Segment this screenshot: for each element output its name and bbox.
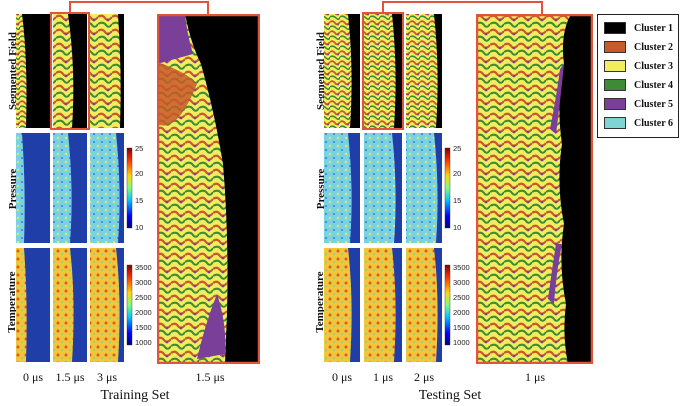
training-pressure-0us	[16, 133, 50, 243]
svg-text:3500: 3500	[135, 263, 152, 272]
testing-pressure-ticks: 25 20 15 10	[453, 144, 461, 232]
testing-temp-1us	[364, 248, 402, 362]
testing-zoom-time: 1 μs	[524, 370, 546, 384]
legend-label: Cluster 6	[634, 117, 673, 129]
legend-swatch	[604, 41, 626, 53]
training-zoom-time: 1.5 μs	[195, 370, 225, 384]
testing-temp-2us	[406, 248, 442, 362]
svg-text:2500: 2500	[453, 293, 470, 302]
testing-pressure-0us	[324, 133, 360, 243]
legend-swatch	[604, 79, 626, 91]
testing-temp-0us	[324, 248, 360, 362]
cluster-legend: Cluster 1 Cluster 2 Cluster 3 Cluster 4 …	[597, 14, 679, 138]
svg-text:1500: 1500	[135, 323, 152, 332]
svg-text:1000: 1000	[453, 338, 470, 347]
svg-text:10: 10	[135, 223, 143, 232]
testing-seg-0us	[324, 14, 360, 128]
training-time-3us: 3 μs	[96, 370, 118, 384]
svg-text:15: 15	[453, 196, 461, 205]
training-seg-0us	[16, 14, 50, 128]
training-panels: 25 20 15 10 3500 3000 2500 2000 1500 100…	[16, 12, 152, 362]
training-zoom-panel	[157, 14, 260, 364]
legend-item-cluster-5: Cluster 5	[604, 97, 673, 111]
training-temp-0us	[16, 248, 50, 362]
testing-seg-1us	[364, 14, 402, 128]
training-connector	[69, 1, 209, 14]
testing-set-caption: Testing Set	[418, 388, 482, 403]
training-temp-ticks: 3500 3000 2500 2000 1500 1000	[135, 263, 152, 347]
training-time-1-5us: 1.5 μs	[55, 370, 85, 384]
training-temp-colorbar	[126, 264, 133, 346]
svg-text:25: 25	[135, 144, 143, 153]
svg-text:1000: 1000	[135, 338, 152, 347]
svg-text:2500: 2500	[135, 293, 152, 302]
training-pressure-colorbar	[126, 147, 133, 229]
svg-text:2000: 2000	[135, 308, 152, 317]
testing-temp-colorbar	[444, 264, 451, 346]
svg-text:1500: 1500	[453, 323, 470, 332]
legend-item-cluster-4: Cluster 4	[604, 78, 673, 92]
testing-pressure-colorbar	[444, 147, 451, 229]
svg-text:2000: 2000	[453, 308, 470, 317]
training-seg-3us	[90, 14, 124, 128]
legend-item-cluster-1: Cluster 1	[604, 21, 673, 35]
svg-text:10: 10	[453, 223, 461, 232]
legend-item-cluster-6: Cluster 6	[604, 116, 673, 130]
training-temp-1-5us	[53, 248, 87, 362]
legend-swatch	[604, 22, 626, 34]
legend-label: Cluster 4	[634, 79, 673, 91]
testing-pressure-1us	[364, 133, 402, 243]
training-pressure-3us	[90, 133, 124, 243]
svg-text:3000: 3000	[135, 278, 152, 287]
training-temp-3us	[90, 248, 124, 362]
legend-swatch	[604, 60, 626, 72]
testing-time-0us: 0 μs	[331, 370, 353, 384]
training-seg-1-5us	[53, 14, 87, 128]
training-pressure-1-5us	[53, 133, 87, 243]
testing-highlight-box	[362, 12, 404, 130]
legend-swatch	[604, 117, 626, 129]
training-set-caption: Training Set	[100, 388, 170, 403]
testing-seg-2us	[406, 14, 442, 128]
legend-item-cluster-3: Cluster 3	[604, 59, 673, 73]
legend-item-cluster-2: Cluster 2	[604, 40, 673, 54]
testing-zoom-panel	[476, 14, 593, 364]
testing-time-1us: 1 μs	[372, 370, 394, 384]
training-pressure-ticks: 25 20 15 10	[135, 144, 143, 232]
svg-text:3500: 3500	[453, 263, 470, 272]
testing-connector	[382, 1, 543, 14]
svg-text:20: 20	[135, 169, 143, 178]
testing-pressure-2us	[406, 133, 442, 243]
legend-label: Cluster 1	[634, 22, 673, 34]
svg-text:25: 25	[453, 144, 461, 153]
legend-label: Cluster 2	[634, 41, 673, 53]
svg-text:15: 15	[135, 196, 143, 205]
testing-panels: 25 20 15 10 3500 3000 2500 2000 1500 100…	[324, 12, 470, 362]
legend-label: Cluster 5	[634, 98, 673, 110]
legend-label: Cluster 3	[634, 60, 673, 72]
legend-swatch	[604, 98, 626, 110]
testing-time-2us: 2 μs	[413, 370, 435, 384]
training-time-0us: 0 μs	[22, 370, 44, 384]
svg-text:20: 20	[453, 169, 461, 178]
svg-text:3000: 3000	[453, 278, 470, 287]
testing-temp-ticks: 3500 3000 2500 2000 1500 1000	[453, 263, 470, 347]
training-highlight-box	[50, 12, 90, 130]
